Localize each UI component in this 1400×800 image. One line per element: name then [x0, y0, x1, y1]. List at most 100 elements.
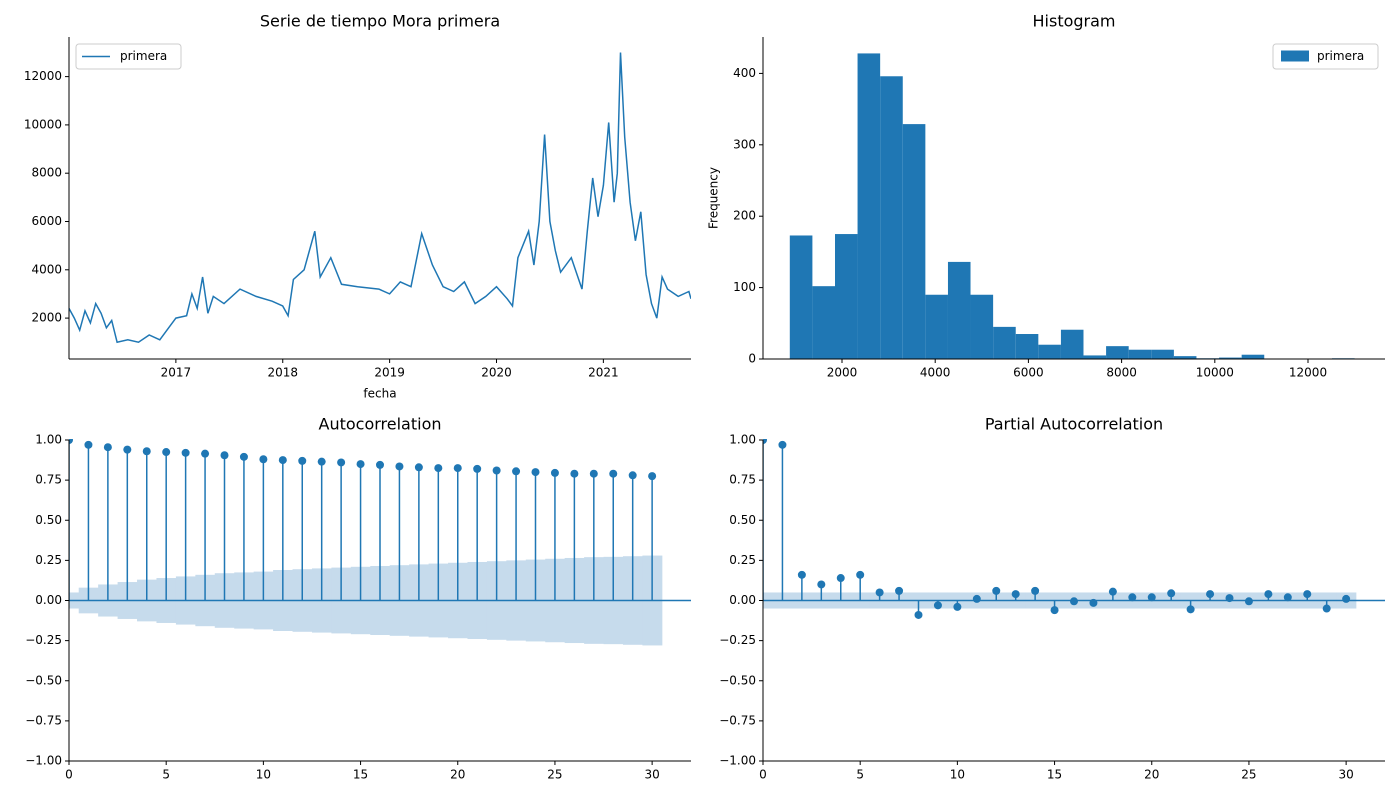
- x-tick-label: 20: [450, 768, 465, 782]
- histogram-bar: [880, 76, 903, 359]
- histogram-bar: [925, 294, 948, 359]
- legend-swatch: [1281, 50, 1309, 62]
- x-tick-label: 10: [256, 768, 271, 782]
- stem-marker: [162, 448, 171, 457]
- stem-marker: [836, 574, 845, 583]
- histogram-bar: [1015, 334, 1039, 359]
- stem-marker: [609, 469, 618, 478]
- stem-marker: [259, 455, 268, 464]
- histogram-bar: [970, 294, 994, 359]
- x-tick-label: 25: [547, 768, 562, 782]
- stem-marker: [778, 440, 787, 449]
- stem-marker: [763, 439, 767, 444]
- y-tick-label: 0.50: [729, 513, 756, 527]
- stem-marker: [317, 457, 326, 466]
- stem-marker: [992, 586, 1001, 595]
- stem-marker: [414, 463, 423, 472]
- histogram-bar: [1128, 349, 1152, 359]
- plot-area: [69, 52, 691, 344]
- stem-marker: [376, 460, 384, 469]
- x-tick-label: 2019: [374, 366, 405, 380]
- stem-marker: [1264, 590, 1273, 599]
- x-tick-label: 2021: [588, 366, 619, 380]
- histogram-bar: [789, 235, 813, 359]
- x-tick-label: 25: [1241, 768, 1256, 782]
- y-tick-label: 400: [733, 66, 756, 80]
- y-tick-label: −0.75: [25, 713, 62, 727]
- stem-marker: [1128, 593, 1137, 602]
- chart-title: Autocorrelation: [319, 415, 442, 434]
- histogram-bar: [812, 286, 836, 359]
- stem-marker: [953, 602, 962, 611]
- y-tick-label: 1.00: [35, 433, 62, 447]
- y-tick-label: 0.75: [35, 473, 62, 487]
- stem-marker: [1011, 590, 1020, 599]
- y-tick-label: 0.75: [729, 473, 756, 487]
- stem-marker: [1147, 593, 1156, 602]
- stem-marker: [103, 443, 112, 452]
- histogram-bar: [993, 326, 1016, 359]
- stem-marker: [914, 610, 923, 619]
- stem-marker: [123, 445, 132, 454]
- chart-title: Serie de tiempo Mora primera: [260, 12, 500, 31]
- stem-marker: [298, 456, 307, 465]
- x-tick-label: 10: [950, 768, 965, 782]
- stem-marker: [875, 588, 884, 597]
- stem-marker: [1031, 586, 1040, 595]
- y-tick-label: 2000: [31, 311, 62, 325]
- stem-marker: [1322, 604, 1331, 613]
- x-tick-label: 5: [162, 768, 170, 782]
- stem-marker: [570, 469, 579, 478]
- y-tick-label: −0.50: [25, 673, 62, 687]
- stem-marker: [337, 458, 346, 467]
- plot-area: [69, 439, 691, 646]
- stem-marker: [817, 580, 826, 589]
- y-tick-label: 0.25: [35, 553, 62, 567]
- stem-marker: [895, 586, 904, 595]
- x-tick-label: 5: [856, 768, 864, 782]
- y-tick-label: −0.50: [719, 673, 756, 687]
- stem-marker: [1070, 597, 1078, 606]
- histogram-bar: [1151, 349, 1174, 359]
- y-tick-label: 0.00: [35, 593, 62, 607]
- histogram-bar: [947, 261, 971, 359]
- y-tick-label: −1.00: [25, 754, 62, 768]
- y-tick-label: 8000: [31, 166, 62, 180]
- stem-marker: [648, 472, 657, 481]
- x-tick-label: 20: [1144, 768, 1159, 782]
- stem-marker: [239, 452, 248, 461]
- x-tick-label: 2000: [827, 366, 858, 380]
- stem-marker: [1244, 597, 1253, 606]
- y-tick-label: 0.25: [729, 553, 756, 567]
- y-tick-label: −1.00: [719, 754, 756, 768]
- legend-label: primera: [1317, 49, 1364, 63]
- stem-marker: [933, 601, 942, 610]
- legend-box: [1272, 43, 1379, 70]
- stem-marker: [201, 449, 210, 458]
- y-tick-label: 6000: [31, 214, 62, 228]
- plot-area: [789, 53, 1355, 359]
- stem-marker: [856, 570, 865, 579]
- line-series: [69, 52, 691, 344]
- stem-marker: [531, 468, 540, 477]
- x-tick-label: 4000: [920, 366, 951, 380]
- stem-marker: [142, 447, 151, 456]
- histogram-bar: [1038, 344, 1061, 359]
- y-tick-label: 0.50: [35, 513, 62, 527]
- stem-marker: [69, 439, 73, 444]
- histogram-bar: [1106, 346, 1129, 359]
- histogram-bar: [1241, 354, 1265, 359]
- stem-marker: [1283, 593, 1292, 602]
- y-tick-label: 0: [748, 352, 756, 366]
- y-tick-label: 200: [733, 209, 756, 223]
- y-tick-label: −0.25: [25, 633, 62, 647]
- x-tick-label: 10000: [1196, 366, 1234, 380]
- stem-marker: [278, 456, 287, 465]
- x-tick-label: 15: [353, 768, 368, 782]
- y-tick-label: −0.75: [719, 713, 756, 727]
- stem-marker: [797, 570, 806, 579]
- histogram-bar: [1219, 357, 1242, 359]
- y-tick-label: 1.00: [729, 433, 756, 447]
- stem-marker: [972, 594, 981, 603]
